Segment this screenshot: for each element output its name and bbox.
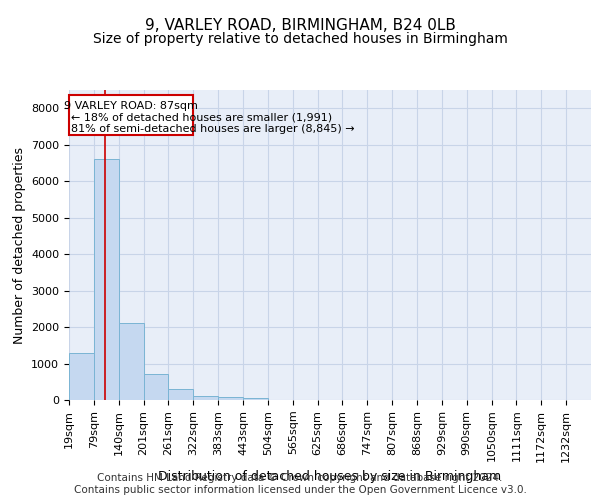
Bar [243, 398, 268, 400]
Text: 81% of semi-detached houses are larger (8,845) →: 81% of semi-detached houses are larger (… [71, 124, 355, 134]
Text: Size of property relative to detached houses in Birmingham: Size of property relative to detached ho… [92, 32, 508, 46]
Bar [193, 396, 218, 400]
X-axis label: Distribution of detached houses by size in Birmingham: Distribution of detached houses by size … [158, 470, 502, 483]
Y-axis label: Number of detached properties: Number of detached properties [13, 146, 26, 344]
Bar [119, 324, 143, 400]
Text: ← 18% of detached houses are smaller (1,991): ← 18% of detached houses are smaller (1,… [71, 113, 332, 123]
Text: 9 VARLEY ROAD: 87sqm: 9 VARLEY ROAD: 87sqm [64, 101, 198, 111]
Bar [69, 94, 193, 135]
Bar [169, 389, 193, 400]
Bar [94, 160, 119, 400]
Bar [69, 352, 94, 400]
Text: Contains HM Land Registry data © Crown copyright and database right 2024.
Contai: Contains HM Land Registry data © Crown c… [74, 474, 526, 495]
Bar [218, 397, 243, 400]
Bar [143, 374, 169, 400]
Text: 9, VARLEY ROAD, BIRMINGHAM, B24 0LB: 9, VARLEY ROAD, BIRMINGHAM, B24 0LB [145, 18, 455, 32]
